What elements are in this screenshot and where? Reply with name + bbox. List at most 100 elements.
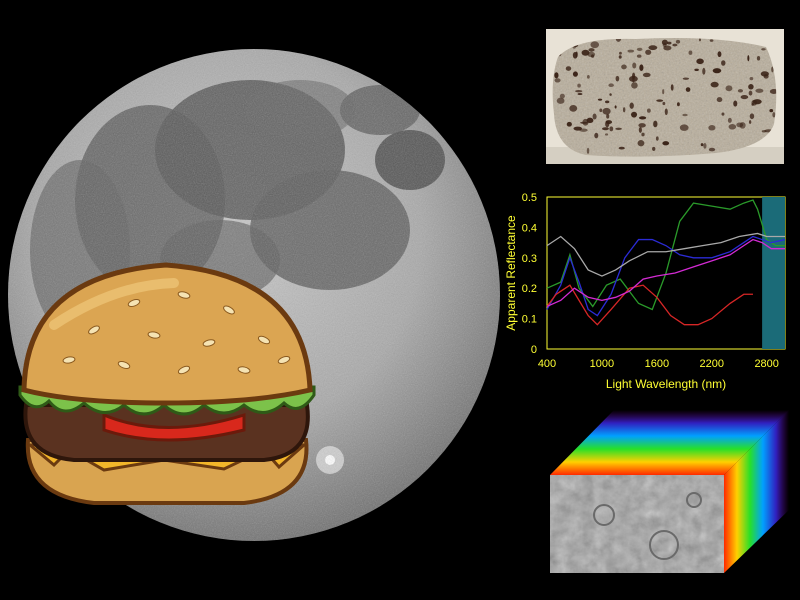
vesicle-hole [592, 113, 597, 120]
vesicle-hole [586, 75, 590, 79]
vesicle-hole [769, 89, 777, 94]
vesicle-hole [577, 92, 583, 95]
vesicle-hole [597, 98, 603, 101]
vesicle-hole [736, 122, 744, 128]
vesicle-hole [631, 111, 638, 118]
vesicle-hole [639, 116, 647, 120]
vesicle-hole [682, 77, 690, 80]
vesicle-hole [602, 107, 611, 115]
rock-vesicles [552, 38, 777, 157]
vesicle-hole [645, 49, 652, 55]
vesicle-hole [761, 48, 766, 51]
vesicle-hole [662, 141, 670, 146]
vesicle-hole [566, 121, 572, 127]
series-line-2 [546, 235, 786, 317]
vesicle-hole [590, 41, 600, 49]
vesicle-hole [638, 123, 646, 128]
vesicle-hole [556, 97, 565, 104]
vesicle-hole [594, 132, 599, 139]
vesicle-hole [688, 50, 693, 55]
vesicle-hole [632, 62, 637, 69]
highlight-band [762, 197, 785, 349]
vesicle-hole [751, 99, 758, 106]
vesicle-hole [708, 125, 716, 131]
vesicle-hole [554, 78, 561, 83]
x-axis-label: Light Wavelength (nm) [606, 377, 726, 391]
vesicle-hole [646, 108, 651, 113]
vesicle-hole [662, 89, 665, 95]
vesicle-hole [733, 100, 738, 107]
vesicle-hole [712, 68, 722, 74]
vesicle-hole [702, 67, 706, 75]
y-tick-label: 0.2 [522, 283, 537, 295]
vesicle-hole [717, 51, 722, 58]
vesicle-hole [642, 72, 651, 78]
vesicle-hole [708, 147, 716, 152]
hyperspectral-data-cube [550, 410, 789, 573]
vesicle-hole [606, 113, 610, 119]
vesicle-hole [725, 85, 733, 92]
vesicle-hole [605, 100, 610, 104]
vesicle-hole [615, 127, 622, 131]
vesicle-hole [710, 81, 719, 88]
series-line-1 [546, 199, 785, 311]
vesicle-hole [653, 120, 658, 128]
vesicle-hole [737, 89, 743, 93]
cube-top-spectral-face [550, 410, 789, 475]
vesicle-hole [577, 83, 581, 88]
vesicle-hole [554, 72, 559, 79]
vesicle-hole [608, 83, 614, 88]
vesicle-hole [609, 93, 612, 96]
vesicle-hole [618, 55, 622, 59]
reflectance-spectrum-chart: 0 0.1 0.2 0.3 0.4 0.5 400 1000 1600 2200 2800 Lig… [504, 192, 786, 391]
vesicle-hole [728, 124, 737, 130]
vesicle-hole [639, 64, 644, 72]
vesicle-hole [666, 41, 672, 45]
vesicle-hole [602, 127, 609, 131]
vesicle-hole [700, 143, 704, 147]
vesicle-hole [679, 124, 689, 131]
vesicle-hole [749, 77, 754, 81]
series-line-3 [546, 284, 753, 326]
vesicle-hole [716, 97, 723, 103]
vesicle-hole [588, 48, 595, 52]
vesicle-hole [772, 112, 776, 118]
y-tick-label: 0.3 [522, 253, 537, 265]
vesicle-hole [587, 51, 596, 58]
y-tick-label: 0 [531, 344, 537, 356]
y-tick-label: 0.1 [522, 314, 537, 326]
x-tick-label: 2200 [700, 358, 724, 370]
vesicle-hole [605, 120, 613, 125]
vesicle-hole [755, 88, 764, 93]
vesicle-hole [621, 64, 627, 70]
x-tick-label: 1600 [645, 358, 669, 370]
vesicle-hole [599, 108, 603, 113]
vesicle-hole [661, 39, 668, 46]
sesame-seeds [62, 291, 291, 375]
vesicle-hole [748, 90, 753, 96]
hamburger-illustration [18, 262, 316, 505]
vesicle-hole [682, 113, 688, 117]
vesicle-hole [655, 136, 659, 141]
vesicle-hole [636, 54, 642, 58]
vesicle-hole [628, 75, 638, 82]
vesicle-hole [760, 71, 769, 77]
vesicle-hole [698, 38, 702, 42]
vesicle-hole [721, 60, 726, 66]
vesicle-hole [696, 58, 704, 65]
vesicle-hole [676, 102, 680, 107]
vesicle-hole [575, 51, 578, 58]
vesicle-hole [609, 126, 614, 132]
vesicle-hole [641, 132, 645, 137]
tomato-slice [102, 412, 246, 442]
vesicle-hole [756, 56, 761, 61]
vesicle-hole [615, 75, 620, 82]
vesicle-hole [672, 43, 678, 47]
vesicle-hole [582, 118, 589, 126]
vesicle-hole [614, 105, 617, 109]
vesicle-hole [694, 68, 699, 72]
vesicle-hole [670, 84, 674, 91]
vesicle-hole [771, 66, 774, 73]
vesicle-hole [703, 142, 707, 149]
series-line-4 [546, 238, 785, 308]
